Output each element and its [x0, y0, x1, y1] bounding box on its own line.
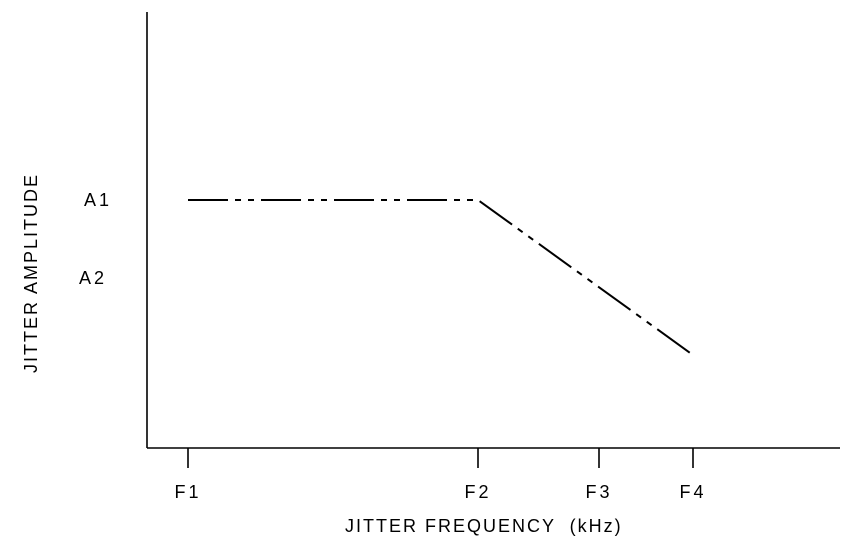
x-tick-group: F1 F2 F3 F4 — [174, 448, 706, 502]
x-tick-label-f2: F2 — [464, 482, 491, 502]
y-tick-label-a2: A2 — [79, 268, 107, 288]
axes — [146, 12, 840, 449]
x-axis-title: JITTER FREQUENCY (kHz) — [345, 516, 623, 536]
x-tick-label-f4: F4 — [679, 482, 706, 502]
series-layer — [188, 199, 694, 356]
y-tick-group: A1 A2 — [79, 190, 112, 288]
x-tick-label-f1: F1 — [174, 482, 201, 502]
x-tick-label-f3: F3 — [585, 482, 612, 502]
y-tick-label-a1: A1 — [84, 190, 112, 210]
series-line-0 — [188, 199, 694, 356]
y-axis-title: JITTER AMPLITUDE — [21, 173, 41, 373]
